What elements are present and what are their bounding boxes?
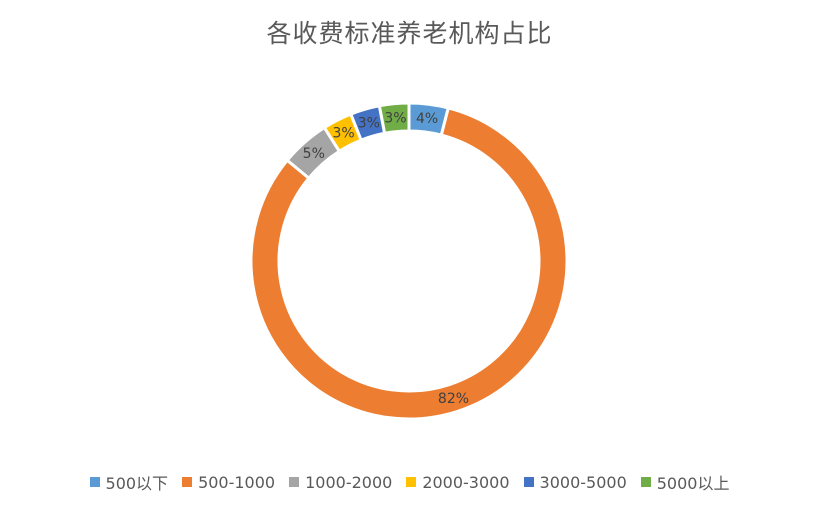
chart-title: 各收费标准养老机构占比 [266,19,553,48]
legend-item-3000-5000: 3000-5000 [523,470,627,494]
legend-label: 2000-3000 [422,472,510,492]
data-label-under-500: 4% [416,111,438,127]
legend-item-2000-3000: 2000-3000 [406,470,510,494]
legend-item-1000-2000: 1000-2000 [289,470,392,494]
legend-item-under-500: 500以下 [89,470,169,494]
slice-over-5000 [377,101,411,136]
data-label-over-5000: 3% [384,111,406,127]
data-label-500-1000: 82% [438,391,469,407]
legend-item-over-5000: 5000以上 [640,470,730,494]
data-label-2000-3000: 3% [333,126,355,142]
legend-swatch [640,477,651,487]
legend-label: 500-1000 [198,472,276,492]
legend-label: 500以下 [105,474,169,493]
slice-500-1000 [249,106,569,421]
legend-swatch [182,477,193,487]
legend-label: 3000-5000 [539,472,627,492]
data-label-1000-2000: 5% [303,146,325,162]
legend-swatch [89,477,100,487]
chart-legend: 500以下 500-1000 1000-2000 2000-3000 3000-5000… [0,470,819,494]
legend-label: 5000以上 [656,474,730,493]
legend-swatch [406,477,417,487]
legend-swatch [523,477,534,487]
legend-swatch [289,477,300,487]
legend-item-500-1000: 500-1000 [182,470,275,494]
data-label-3000-5000: 3% [358,116,380,132]
legend-label: 1000-2000 [305,472,393,492]
